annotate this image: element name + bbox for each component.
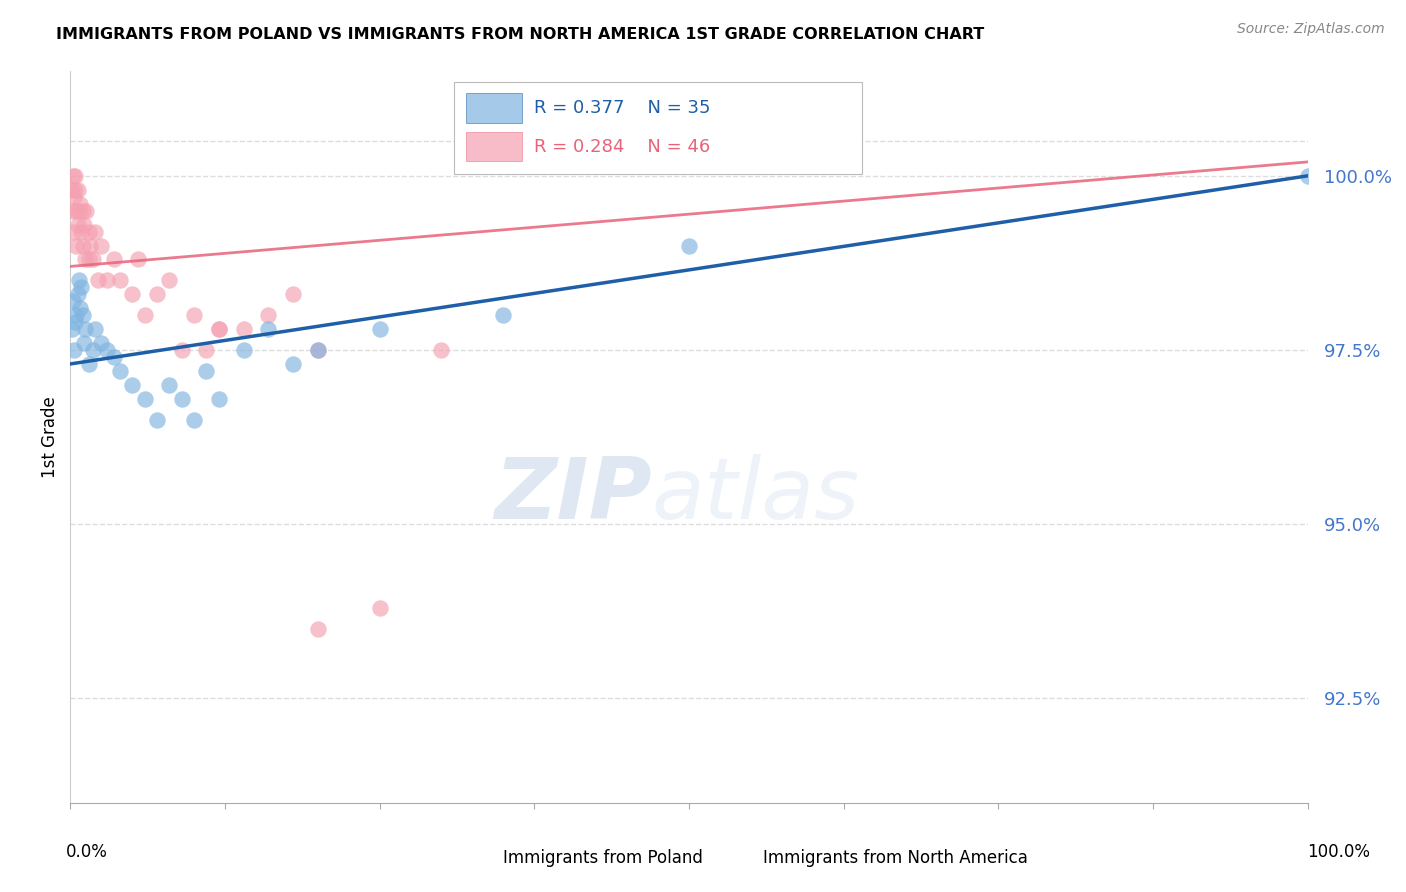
Point <box>63 343 86 357</box>
Point <box>62 169 84 183</box>
Point <box>60 322 83 336</box>
Point <box>1296 169 1319 183</box>
Point <box>84 225 107 239</box>
Point <box>70 225 93 239</box>
Point <box>72 308 94 322</box>
FancyBboxPatch shape <box>467 94 522 122</box>
Point <box>70 280 93 294</box>
Point <box>146 412 169 426</box>
Text: Immigrants from North America: Immigrants from North America <box>763 848 1028 867</box>
Point <box>65 169 87 183</box>
Point <box>121 287 143 301</box>
Point <box>183 308 205 322</box>
Point <box>66 287 89 301</box>
Point <box>90 238 112 252</box>
Point <box>183 412 205 426</box>
Point <box>430 343 453 357</box>
Point <box>82 252 104 267</box>
Point <box>79 238 101 252</box>
Text: IMMIGRANTS FROM POLAND VS IMMIGRANTS FROM NORTH AMERICA 1ST GRADE CORRELATION CH: IMMIGRANTS FROM POLAND VS IMMIGRANTS FRO… <box>56 27 984 42</box>
Point <box>65 203 87 218</box>
Point <box>60 183 83 197</box>
Text: ZIP: ZIP <box>494 454 652 537</box>
Point <box>69 301 91 316</box>
Point <box>368 322 391 336</box>
FancyBboxPatch shape <box>454 82 862 174</box>
Point <box>146 287 169 301</box>
Point <box>195 364 218 378</box>
Point <box>67 203 90 218</box>
Point <box>75 203 97 218</box>
Point <box>134 392 156 406</box>
Point <box>208 322 231 336</box>
Point <box>96 343 118 357</box>
Point <box>195 343 218 357</box>
Point <box>208 392 231 406</box>
Point <box>72 203 94 218</box>
Point <box>108 273 131 287</box>
Point <box>65 183 87 197</box>
Point <box>368 600 391 615</box>
Y-axis label: 1st Grade: 1st Grade <box>41 396 59 478</box>
Text: R = 0.284    N = 46: R = 0.284 N = 46 <box>534 137 710 156</box>
Point <box>208 322 231 336</box>
Point <box>86 273 108 287</box>
Point <box>281 357 304 371</box>
Point <box>65 315 87 329</box>
Point <box>73 336 96 351</box>
Point <box>103 350 125 364</box>
Point <box>67 273 90 287</box>
Text: 0.0%: 0.0% <box>66 843 108 861</box>
Point <box>72 238 94 252</box>
Point <box>82 343 104 357</box>
Point <box>77 225 100 239</box>
Point <box>257 308 280 322</box>
Point <box>170 343 193 357</box>
Text: Source: ZipAtlas.com: Source: ZipAtlas.com <box>1237 22 1385 37</box>
Point <box>492 308 515 322</box>
Point <box>678 238 700 252</box>
Point <box>63 225 86 239</box>
Point <box>281 287 304 301</box>
FancyBboxPatch shape <box>467 132 522 161</box>
Point <box>90 336 112 351</box>
Point <box>75 252 97 267</box>
FancyBboxPatch shape <box>707 847 751 870</box>
Point <box>127 252 149 267</box>
Point <box>96 273 118 287</box>
Point <box>157 377 180 392</box>
Point <box>66 183 89 197</box>
Point <box>65 308 87 322</box>
Point <box>307 622 329 636</box>
Point <box>134 308 156 322</box>
Text: 100.0%: 100.0% <box>1308 843 1369 861</box>
Point <box>108 364 131 378</box>
Point <box>63 190 86 204</box>
Point <box>65 238 87 252</box>
Point <box>77 357 100 371</box>
Point <box>232 343 254 357</box>
Point <box>157 273 180 287</box>
Point <box>62 203 84 218</box>
Point <box>103 252 125 267</box>
Point <box>62 294 84 309</box>
Point <box>69 196 91 211</box>
Point <box>77 252 100 267</box>
Point <box>232 322 254 336</box>
Text: R = 0.377    N = 35: R = 0.377 N = 35 <box>534 99 711 117</box>
Point <box>84 322 107 336</box>
Text: Immigrants from Poland: Immigrants from Poland <box>503 848 703 867</box>
Point <box>257 322 280 336</box>
Point <box>307 343 329 357</box>
FancyBboxPatch shape <box>447 847 491 870</box>
Point <box>121 377 143 392</box>
Point <box>66 218 89 232</box>
Point <box>73 218 96 232</box>
Point <box>75 322 97 336</box>
Text: atlas: atlas <box>652 454 860 537</box>
Point <box>307 343 329 357</box>
Point <box>170 392 193 406</box>
